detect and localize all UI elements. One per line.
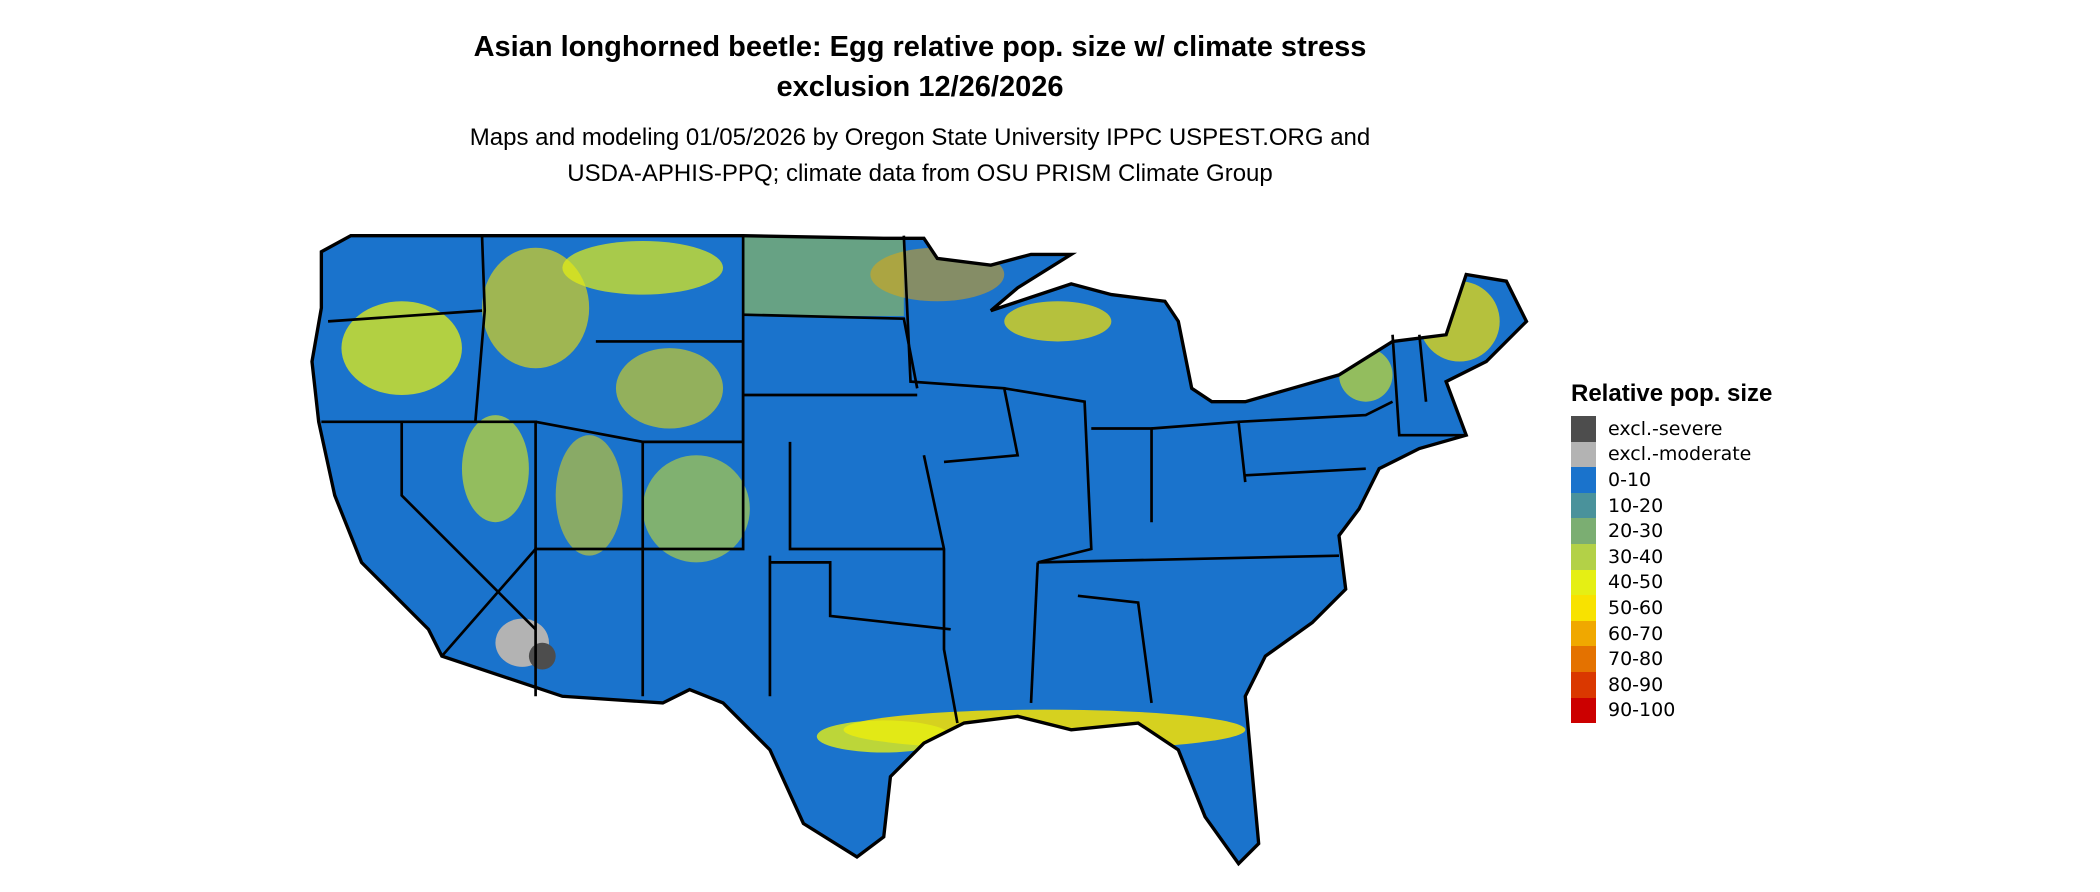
legend-item: 50-60	[1571, 595, 1772, 621]
legend-item: excl.-severe	[1571, 416, 1772, 442]
legend-item: 10-20	[1571, 492, 1772, 519]
map-subtitle-line-1: Maps and modeling 01/05/2026 by Oregon S…	[469, 124, 1371, 151]
legend-label: 40-50	[1608, 571, 1664, 594]
legend-item: 70-80	[1571, 646, 1772, 672]
legend-item: 90-100	[1571, 697, 1772, 724]
legend-swatch	[1571, 595, 1596, 621]
legend-label: 20-30	[1608, 520, 1664, 543]
map-title-line-1: Asian longhorned beetle: Egg relative po…	[473, 31, 1367, 63]
state-borders	[321, 235, 1467, 724]
legend: Relative pop. size excl.-severe excl.-mod…	[1571, 380, 1773, 724]
legend-swatch	[1571, 518, 1596, 544]
legend-title: Relative pop. size	[1571, 380, 1773, 407]
legend-item: 80-90	[1571, 671, 1772, 698]
legend-label: excl.-moderate	[1608, 443, 1752, 466]
legend-swatch	[1571, 569, 1596, 596]
legend-swatch	[1571, 467, 1596, 493]
legend-swatch	[1571, 620, 1596, 647]
legend-swatch	[1571, 646, 1596, 672]
map-subtitle-line-2: USDA-APHIS-PPQ; climate data from OSU PR…	[567, 160, 1273, 187]
legend-label: 60-70	[1608, 622, 1664, 645]
legend-swatch	[1571, 416, 1596, 442]
legend-label: 90-100	[1608, 699, 1676, 722]
legend-label: 0-10	[1608, 468, 1652, 491]
legend-label: excl.-severe	[1608, 417, 1723, 440]
legend-item: excl.-moderate	[1571, 441, 1772, 468]
legend-label: 50-60	[1608, 596, 1664, 619]
legend-label: 10-20	[1608, 494, 1664, 517]
legend-item: 20-30	[1571, 518, 1772, 544]
legend-label: 80-90	[1608, 673, 1664, 696]
legend-label: 70-80	[1608, 648, 1664, 671]
map-title-line-2: exclusion 12/26/2026	[776, 71, 1064, 103]
legend-item: 30-40	[1571, 543, 1772, 570]
suitability-patches	[341, 235, 1500, 753]
legend-item: 60-70	[1571, 620, 1772, 647]
legend-swatch	[1571, 492, 1596, 519]
legend-item: 40-50	[1571, 569, 1772, 596]
legend-swatch	[1571, 697, 1596, 724]
legend-label: 30-40	[1608, 545, 1664, 568]
legend-swatch	[1571, 671, 1596, 698]
legend-swatch	[1571, 441, 1596, 468]
legend-item: 0-10	[1571, 467, 1772, 493]
legend-swatch	[1571, 543, 1596, 570]
